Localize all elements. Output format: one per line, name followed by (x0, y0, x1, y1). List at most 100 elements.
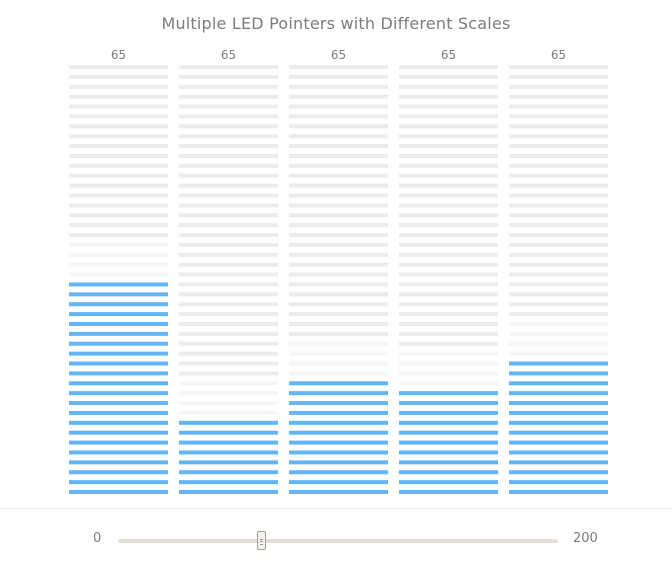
led-segment-unlit (399, 84, 498, 89)
led-segment-unlit (179, 94, 278, 99)
led-segment-unlit (399, 124, 498, 129)
led-segment-unlit (179, 351, 278, 356)
grip-icon (260, 539, 263, 545)
led-segment-lit (509, 371, 608, 376)
led-segment-unlit (509, 134, 608, 139)
led-segment-unlit (179, 292, 278, 297)
led-segment-lit (509, 440, 608, 445)
led-segment-unlit (69, 252, 168, 257)
led-segment-unlit (179, 302, 278, 307)
led-segment-unlit (179, 252, 278, 257)
led-segment-unlit (509, 183, 608, 188)
led-segment-unlit (289, 371, 388, 376)
led-segment-lit (509, 490, 608, 494)
led-segment-lit (69, 292, 168, 297)
led-segment-lit (509, 450, 608, 455)
led-segment-lit (69, 401, 168, 406)
led-segment-unlit (69, 242, 168, 247)
led-segment-unlit (289, 292, 388, 297)
led-segment-unlit (289, 351, 388, 356)
led-segment-unlit (179, 381, 278, 386)
led-segment-unlit (399, 312, 498, 317)
led-segment-unlit (399, 104, 498, 109)
led-segment-unlit (399, 134, 498, 139)
led-segment-unlit (179, 203, 278, 208)
led-segment-unlit (289, 331, 388, 336)
led-segment-lit (289, 391, 388, 396)
led-segment-lit (289, 401, 388, 406)
led-segment-unlit (509, 124, 608, 129)
led-segment-unlit (399, 74, 498, 79)
led-segment-lit (399, 401, 498, 406)
led-segment-unlit (509, 262, 608, 267)
chart-title: Multiple LED Pointers with Different Sca… (161, 14, 511, 33)
led-segment-lit (289, 420, 388, 425)
value-slider-track[interactable] (118, 539, 558, 543)
led-segment-lit (399, 440, 498, 445)
led-segment-lit (509, 430, 608, 435)
led-segment-lit (289, 381, 388, 386)
led-segment-unlit (399, 223, 498, 228)
led-segment-lit (509, 391, 608, 396)
led-segment-lit (69, 351, 168, 356)
led-segment-unlit (289, 242, 388, 247)
led-segment-unlit (399, 203, 498, 208)
led-segment-unlit (69, 65, 168, 69)
led-segment-unlit (69, 233, 168, 238)
led-segment-lit (179, 420, 278, 425)
led-segment-lit (69, 450, 168, 455)
led-segment-unlit (69, 213, 168, 218)
gauge-value-label: 65 (111, 48, 126, 62)
led-segment-unlit (399, 331, 498, 336)
led-segment-unlit (399, 94, 498, 99)
led-segment-lit (69, 480, 168, 485)
led-segment-lit (289, 410, 388, 415)
led-segment-lit (69, 282, 168, 287)
led-segment-unlit (509, 104, 608, 109)
led-segment-unlit (289, 104, 388, 109)
led-segment-unlit (509, 114, 608, 119)
led-segment-unlit (69, 114, 168, 119)
led-segment-unlit (69, 203, 168, 208)
led-segment-unlit (179, 331, 278, 336)
led-segment-lit (509, 460, 608, 465)
led-segment-unlit (179, 341, 278, 346)
led-segment-lit (289, 440, 388, 445)
led-segment-unlit (399, 371, 498, 376)
led-segment-unlit (289, 262, 388, 267)
led-segment-unlit (179, 213, 278, 218)
led-segment-unlit (509, 292, 608, 297)
led-segment-lit (509, 410, 608, 415)
led-segment-unlit (399, 153, 498, 158)
led-segment-lit (69, 420, 168, 425)
led-segment-lit (179, 440, 278, 445)
led-segment-unlit (179, 104, 278, 109)
led-segment-lit (179, 470, 278, 475)
led-segment-unlit (509, 233, 608, 238)
led-segment-unlit (69, 173, 168, 178)
slider-min-label: 0 (93, 531, 102, 546)
led-segment-unlit (399, 213, 498, 218)
led-segment-unlit (509, 302, 608, 307)
led-segment-lit (69, 410, 168, 415)
led-segment-unlit (509, 321, 608, 326)
led-segment-unlit (399, 65, 498, 69)
led-segment-unlit (289, 65, 388, 69)
led-segment-unlit (509, 65, 608, 69)
led-segment-lit (509, 401, 608, 406)
led-segment-unlit (69, 262, 168, 267)
value-slider-thumb[interactable] (257, 531, 266, 550)
led-segment-lit (69, 312, 168, 317)
gauge-value-label: 65 (221, 48, 236, 62)
led-segment-unlit (289, 223, 388, 228)
led-segment-unlit (179, 65, 278, 69)
led-segment-unlit (179, 134, 278, 139)
led-segment-lit (69, 302, 168, 307)
led-segment-unlit (179, 272, 278, 277)
led-segment-lit (179, 450, 278, 455)
led-gauge-chart: 65 65 65 65 65 (69, 48, 608, 494)
led-segment-unlit (289, 312, 388, 317)
led-segment-lit (69, 460, 168, 465)
led-segment-unlit (179, 233, 278, 238)
led-segment-unlit (509, 163, 608, 168)
